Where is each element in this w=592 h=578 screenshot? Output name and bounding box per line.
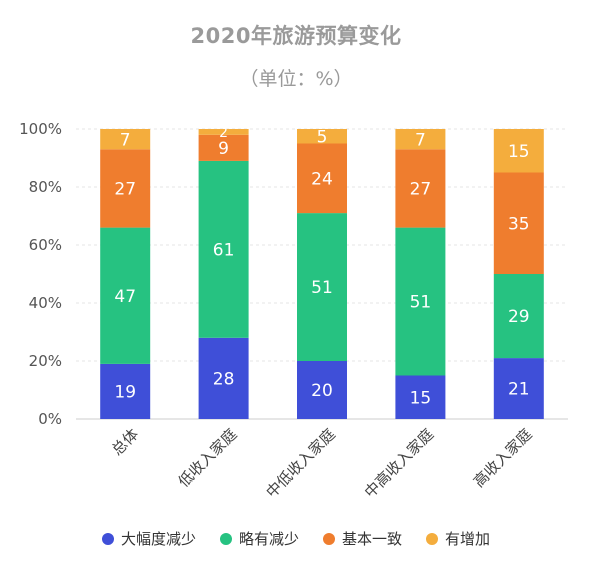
data-label-4-3: 15 xyxy=(508,142,530,162)
bar-3-3 xyxy=(395,129,446,150)
bar-3-2 xyxy=(395,149,446,228)
x-tick-label-4: 高收入家庭 xyxy=(470,425,536,491)
legend-swatch-3 xyxy=(426,532,439,545)
legend-item-1[interactable]: 略有减少 xyxy=(219,528,299,549)
legend-swatch-0 xyxy=(101,532,114,545)
bar-3-0 xyxy=(395,375,446,419)
bar-4-2 xyxy=(493,172,544,274)
bar-1-3 xyxy=(198,129,249,135)
x-tick-label-2: 中低收入家庭 xyxy=(262,425,338,501)
stacked-bar-chart: 0% 20% 40% 60% 80% 100% 19 47 27 7 总体 28 61 92 低收入家庭 20… xyxy=(19,120,568,501)
data-label-0-1: 47 xyxy=(114,287,136,307)
bar-0-2 xyxy=(100,149,151,228)
data-label-2-2: 24 xyxy=(311,169,333,189)
data-label-0-2: 27 xyxy=(114,180,136,200)
bar-2-0 xyxy=(297,361,347,419)
data-label-4-2: 35 xyxy=(508,214,530,234)
data-label-0-3: 7 xyxy=(120,130,131,150)
bar-1-0 xyxy=(198,337,249,419)
y-tick-label-0: 0% xyxy=(38,410,62,428)
y-tick-label-2: 40% xyxy=(29,294,62,312)
x-tick-label-3: 中高收入家庭 xyxy=(361,425,437,501)
data-label-1-1: 61 xyxy=(213,240,235,260)
data-label-4-0: 21 xyxy=(508,380,530,400)
legend-label-3: 有增加 xyxy=(445,530,491,548)
legend-swatch-2 xyxy=(323,532,335,545)
data-label-2-0: 20 xyxy=(311,381,333,401)
y-tick-label-3: 60% xyxy=(29,236,62,254)
legend-label-1: 略有减少 xyxy=(238,530,299,548)
data-label-3-1: 51 xyxy=(410,293,432,313)
data-label-2-3: 5 xyxy=(317,127,328,147)
data-label-3-3: 7 xyxy=(415,130,426,150)
chart-subtitle: （单位：%） xyxy=(239,68,353,90)
data-label-3-2: 27 xyxy=(410,180,432,200)
bar-4-0 xyxy=(493,358,544,419)
data-label-3-0: 15 xyxy=(410,388,432,408)
y-tick-label-1: 20% xyxy=(29,352,62,370)
legend-label-0: 大幅度减少 xyxy=(120,530,196,548)
chart-title: 2020年旅游预算变化 xyxy=(190,24,402,48)
data-label-1-2: 9 xyxy=(218,139,229,159)
data-label-1-0: 28 xyxy=(213,370,235,390)
bar-1-1 xyxy=(198,160,249,338)
bar-1-2 xyxy=(198,134,249,161)
legend-item-2[interactable]: 基本一致 xyxy=(323,528,402,549)
bar-0-3 xyxy=(100,129,151,150)
legend-label-2: 基本一致 xyxy=(342,530,403,548)
bar-2-2 xyxy=(297,143,347,214)
legend-item-0[interactable]: 大幅度减少 xyxy=(101,528,196,549)
data-label-4-1: 29 xyxy=(508,307,530,327)
bar-2-3 xyxy=(297,129,347,144)
bar-2-1 xyxy=(297,213,347,361)
bar-0-0 xyxy=(100,363,151,419)
legend-swatch-1 xyxy=(219,532,232,545)
bar-0-1 xyxy=(100,227,151,364)
data-label-1-3: 2 xyxy=(219,125,228,141)
bar-4-1 xyxy=(493,274,544,359)
legend-item-3[interactable]: 有增加 xyxy=(426,528,490,549)
bar-4-3 xyxy=(493,129,544,173)
y-tick-label-4: 80% xyxy=(29,178,62,196)
legend: 大幅度减少 略有减少 基本一致 有增加 xyxy=(0,528,592,549)
bar-3-1 xyxy=(395,227,446,376)
data-label-0-0: 19 xyxy=(114,383,136,403)
x-tick-label-0: 总体 xyxy=(108,425,142,459)
y-tick-label-5: 100% xyxy=(19,120,62,138)
data-label-2-1: 51 xyxy=(311,278,333,298)
x-tick-label-1: 低收入家庭 xyxy=(175,425,241,491)
